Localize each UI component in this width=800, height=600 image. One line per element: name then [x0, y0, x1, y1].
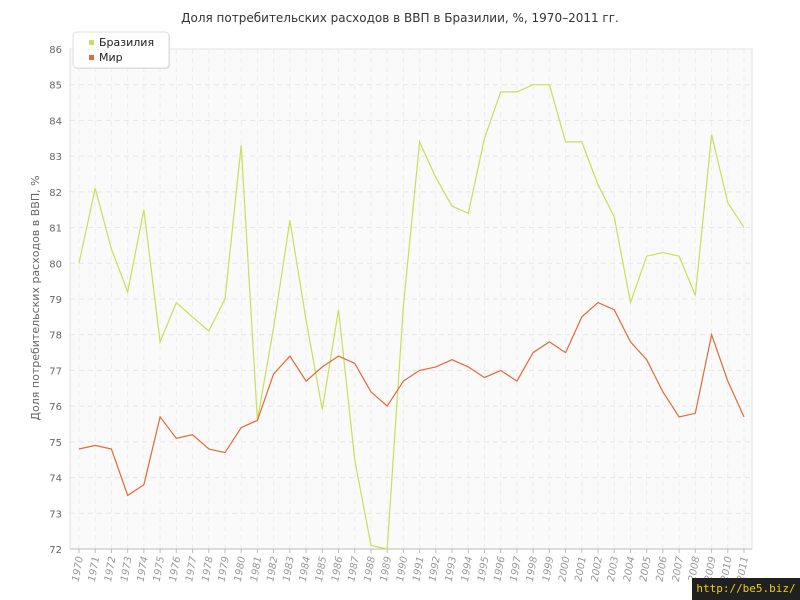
x-tick-label: 2009	[703, 556, 718, 583]
grid	[70, 48, 752, 550]
x-tick-label: 2000	[557, 556, 572, 583]
x-tick-label: 1972	[103, 556, 118, 583]
y-tick-label: 83	[49, 152, 62, 163]
series-line-0	[78, 84, 745, 550]
x-tick-label: 1989	[379, 556, 394, 583]
x-tick-label: 2004	[622, 556, 637, 583]
x-tick-label: 1991	[411, 556, 426, 583]
x-tick-label: 1979	[217, 556, 232, 583]
x-tick-label: 1976	[168, 556, 183, 583]
x-tick-label: 1996	[492, 556, 507, 583]
x-tick-label: 1975	[152, 556, 167, 583]
legend-swatch	[89, 55, 94, 60]
x-tick-label: 2005	[638, 556, 653, 583]
y-tick-label: 73	[49, 509, 62, 520]
chart-title: Доля потребительских расходов в ВВП в Бр…	[181, 11, 619, 25]
x-tick-label: 1970	[71, 556, 86, 583]
x-tick-label: 1999	[541, 556, 556, 583]
x-tick-label: 1971	[87, 556, 102, 583]
site-watermark[interactable]: http://be5.biz/	[692, 578, 800, 600]
y-tick-label: 74	[49, 474, 62, 485]
x-tick-label: 1994	[460, 556, 475, 583]
legend-item-label[interactable]: Бразилия	[99, 36, 154, 49]
y-axis-ticks: 72 73 74 75 76 77 78 79 80 81 82 83 84 85 86	[49, 45, 62, 556]
x-tick-label: 2010	[719, 556, 734, 583]
x-tick-label: 1973	[119, 556, 134, 583]
y-tick-label: 75	[49, 438, 62, 449]
y-axis-label: Доля потребительских расходов в ВВП, %	[29, 175, 42, 420]
x-tick-label: 1995	[476, 556, 491, 583]
y-tick-label: 76	[49, 402, 62, 413]
y-tick-label: 72	[49, 545, 62, 556]
x-tick-label: 2001	[574, 556, 589, 583]
x-tick-label: 1997	[509, 555, 524, 583]
x-tick-label: 2006	[655, 556, 670, 583]
x-tick-label: 1992	[428, 556, 443, 583]
x-tick-label: 1977	[184, 555, 199, 583]
y-tick-label: 86	[49, 45, 62, 56]
x-tick-label: 1993	[444, 556, 459, 583]
series-line-1	[78, 301, 745, 497]
x-tick-label: 1998	[525, 556, 540, 583]
legend-item-label[interactable]: Мир	[99, 51, 123, 64]
x-tick-label: 1980	[233, 556, 248, 583]
x-tick-label: 1982	[265, 556, 280, 583]
x-tick-label: 1985	[314, 556, 329, 583]
x-tick-label: 1986	[330, 556, 345, 583]
y-tick-label: 81	[49, 224, 62, 235]
x-tick-label: 2002	[590, 556, 605, 583]
x-tick-label: 1974	[136, 556, 151, 583]
x-tick-label: 2003	[606, 556, 621, 583]
legend: Бразилия Мир	[72, 31, 170, 69]
x-tick-label: 2007	[671, 555, 686, 583]
x-tick-label: 1978	[200, 556, 215, 583]
y-tick-label: 80	[49, 259, 62, 270]
x-tick-label: 1988	[363, 556, 378, 583]
x-tick-label: 1984	[298, 556, 313, 583]
x-axis-ticks: 1970 1971 1972 1973 1974 1975 1976 1977 1978 1979…	[71, 549, 751, 583]
series-lines	[78, 84, 745, 550]
y-tick-label: 77	[49, 366, 62, 377]
x-tick-label: 1981	[249, 556, 264, 583]
x-tick-label: 2008	[687, 556, 702, 583]
x-tick-label: 1990	[395, 556, 410, 583]
x-tick-label: 1983	[282, 556, 297, 583]
x-tick-label: 1987	[346, 555, 361, 583]
y-tick-label: 78	[49, 331, 62, 342]
y-tick-label: 84	[49, 116, 62, 127]
legend-swatch	[89, 40, 94, 45]
legend-box	[72, 31, 170, 69]
y-tick-label: 82	[49, 188, 62, 199]
y-tick-label: 79	[49, 295, 62, 306]
x-tick-label: 2011	[736, 556, 751, 583]
y-tick-label: 85	[49, 81, 62, 92]
